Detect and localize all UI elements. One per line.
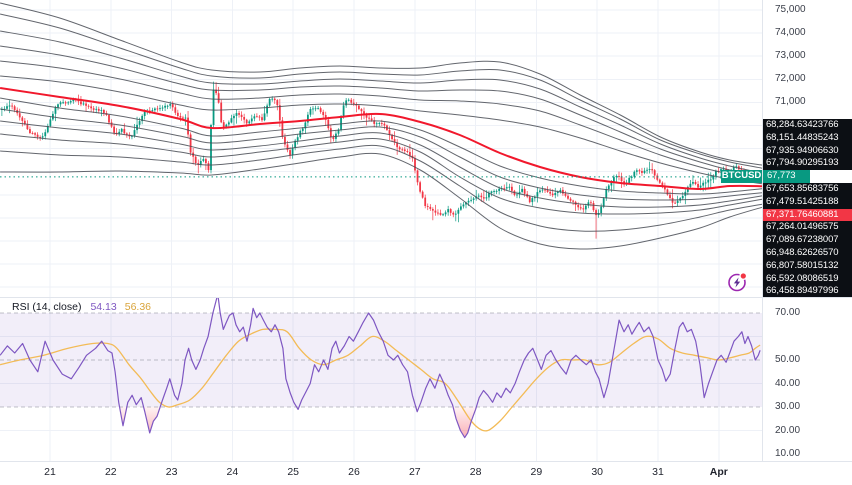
ma-ribbon-layer — [0, 2, 763, 250]
rsi-oversold-fill — [143, 407, 161, 433]
rsi-oversold-fill — [453, 407, 477, 438]
time-tick-label: 22 — [104, 466, 117, 478]
time-tick-label: 23 — [165, 466, 178, 478]
price-axis[interactable]: 75,000 74,000 73,000 72,000 71,000 68,284.634… — [763, 0, 852, 461]
ma-value-label: 66,592.08086519 — [763, 272, 852, 286]
time-tick-label: Apr — [709, 466, 728, 478]
rsi-legend-value: 54.13 — [90, 301, 117, 313]
rsi-tick-label: 50.00 — [775, 354, 801, 365]
symbol-chip: BTCUSD — [721, 170, 763, 184]
ma-value-label: 67,479.51425188 — [763, 195, 852, 209]
ma-value-label: 66,458.89497996 — [763, 285, 852, 299]
time-tick-label: 24 — [226, 466, 239, 478]
time-tick-label: 26 — [348, 466, 360, 478]
rsi-tick-label: 30.00 — [775, 401, 801, 412]
rsi-legend-title: RSI (14, close) — [12, 301, 82, 313]
rsi-legend[interactable]: RSI (14, close) 54.13 56.36 — [12, 301, 151, 315]
ma-value-label: 68,284.63423766 — [763, 119, 852, 132]
lightning-bolt-icon — [728, 272, 748, 292]
ma-value-label: 67,935.94906630 — [763, 144, 852, 158]
ma-value-label: 66,807.58015132 — [763, 259, 852, 273]
rsi-pane[interactable] — [0, 298, 763, 462]
ma-value-label-stack: 68,284.63423766 68,151.44835243 67,935.949… — [763, 119, 852, 299]
pane-divider[interactable] — [0, 297, 852, 298]
rsi-line — [0, 298, 761, 439]
main-grid — [0, 0, 763, 298]
time-tick-label: 30 — [591, 466, 604, 478]
price-tick-label: 72,000 — [775, 73, 806, 85]
axis-divider — [762, 0, 763, 461]
rsi-ma-legend-value: 56.36 — [124, 301, 152, 313]
rsi-ma-line — [0, 328, 761, 432]
price-tick-label: 75,000 — [775, 4, 806, 15]
rsi-tick-label: 10.00 — [775, 448, 801, 459]
time-tick-label: 29 — [530, 466, 543, 478]
ma-value-label: 66,948.62626570 — [763, 246, 852, 260]
ma-value-label: 67,653.85683756 — [763, 182, 852, 196]
ma-value-label: 67,089.67238007 — [763, 234, 852, 247]
ma-red-value-label: 67,371.76460881 — [763, 208, 852, 222]
price-chart-pane[interactable] — [0, 0, 763, 298]
time-tick-label: 31 — [652, 466, 664, 478]
rsi-tick-label: 40.00 — [775, 377, 801, 389]
price-tick-label: 73,000 — [775, 50, 806, 62]
rsi-oversold-fill — [119, 407, 127, 426]
time-tick-label: 27 — [408, 466, 421, 478]
ma-value-label: 68,151.44835243 — [763, 131, 852, 145]
time-tick-label: 25 — [287, 466, 300, 478]
current-price-badge: 67,773 — [763, 170, 852, 183]
notification-dot — [740, 273, 746, 279]
instant-trading-icon[interactable] — [726, 271, 748, 293]
price-tick-label: 71,000 — [775, 96, 806, 108]
time-tick-label: 21 — [44, 466, 56, 478]
rsi-tick-label: 70.00 — [775, 307, 801, 318]
rsi-tick-label: 20.00 — [775, 424, 801, 436]
time-axis[interactable]: 21 22 23 24 25 26 27 28 29 30 31 Apr — [0, 461, 852, 485]
rsi-grid — [0, 298, 763, 462]
price-tick-label: 74,000 — [775, 27, 806, 39]
ma-value-label: 67,264.01496575 — [763, 221, 852, 235]
time-tick-label: 28 — [469, 466, 482, 478]
ma-value-label: 67,794.90295193 — [763, 157, 852, 171]
